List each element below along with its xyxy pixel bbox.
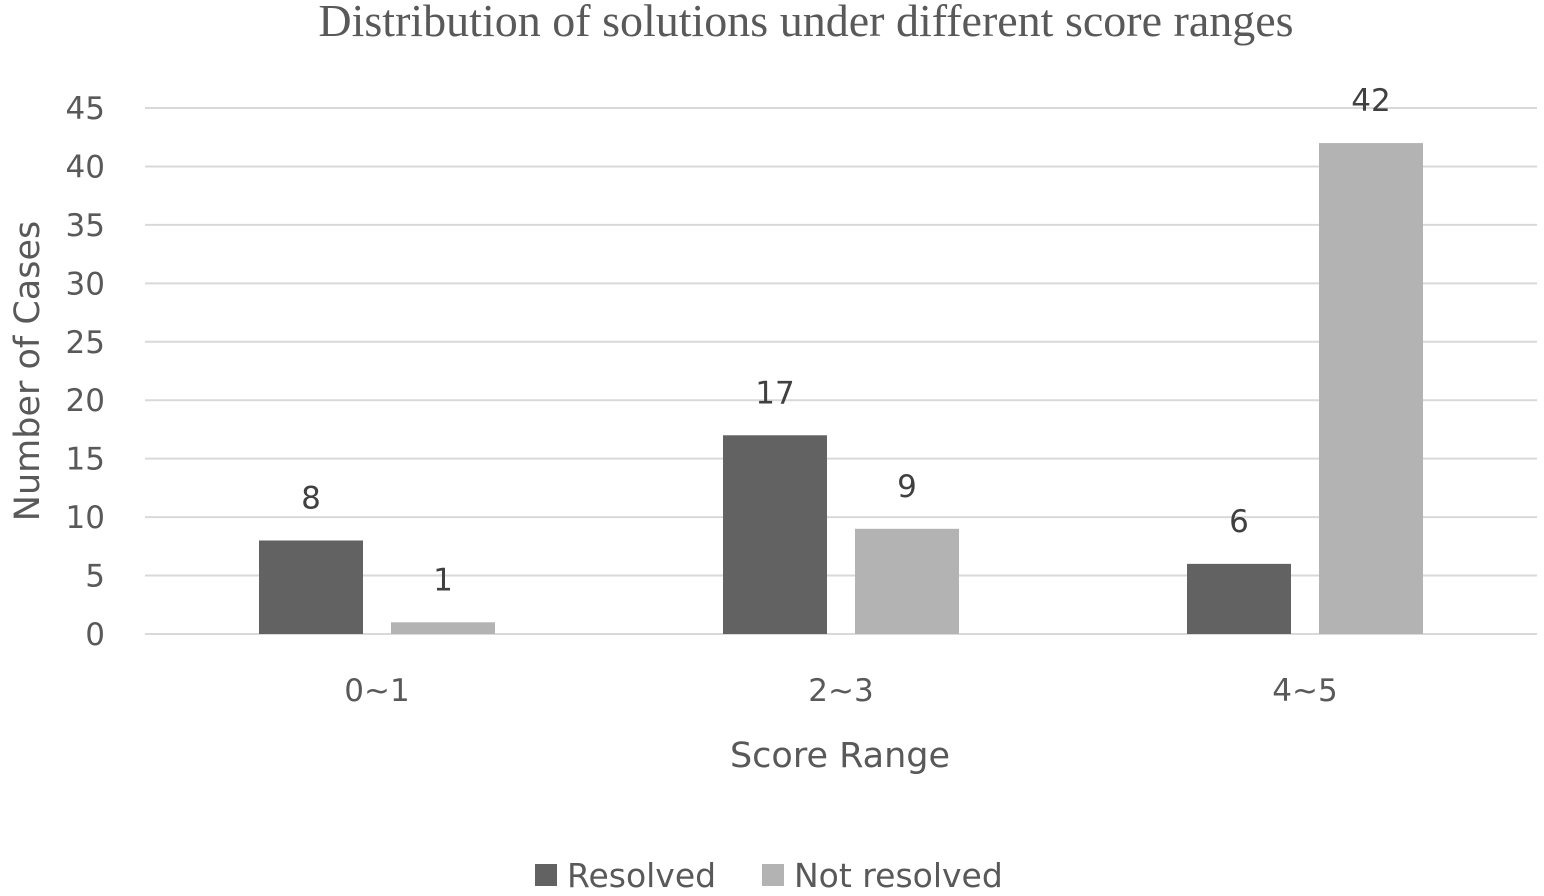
bar-resolved [259,540,363,634]
bars [259,143,1423,635]
y-tick-label: 35 [66,208,105,244]
x-tick-label: 4~5 [1272,673,1337,709]
x-axis-title: Score Range [730,736,950,776]
data-label: 1 [433,562,453,598]
legend-label: Not resolved [794,856,1003,895]
chart-title: Distribution of solutions under differen… [318,0,1293,46]
data-labels: 8 1 17 9 6 42 [301,83,1391,598]
bar-not-resolved [1319,143,1423,635]
y-tick-label: 0 [85,617,105,653]
y-tick-label: 40 [66,149,105,185]
bar-resolved [723,435,827,634]
bar-resolved [1187,563,1291,634]
y-tick-label: 15 [66,442,105,478]
data-label: 42 [1351,83,1390,119]
x-axis-ticks: 0~1 2~3 4~5 [344,673,1337,709]
y-tick-label: 30 [66,266,105,302]
x-tick-label: 2~3 [808,673,873,709]
y-tick-label: 5 [85,559,105,595]
x-tick-label: 0~1 [344,673,409,709]
bar-not-resolved [855,528,959,634]
y-tick-label: 25 [66,325,105,361]
gridlines [145,107,1537,635]
legend-label: Resolved [567,856,716,895]
data-label: 8 [301,480,321,516]
legend-swatch [762,864,784,886]
y-tick-label: 10 [66,500,105,536]
data-label: 9 [897,469,917,505]
legend: Resolved Not resolved [535,856,1003,895]
legend-swatch [535,864,557,886]
data-label: 6 [1229,504,1249,540]
y-axis-title: Number of Cases [8,221,48,521]
y-tick-label: 45 [66,91,105,127]
bar-not-resolved [391,622,495,634]
data-label: 17 [755,375,794,411]
y-tick-label: 20 [66,383,105,419]
y-axis-ticks: 0 5 10 15 20 25 30 35 40 45 [66,91,105,653]
